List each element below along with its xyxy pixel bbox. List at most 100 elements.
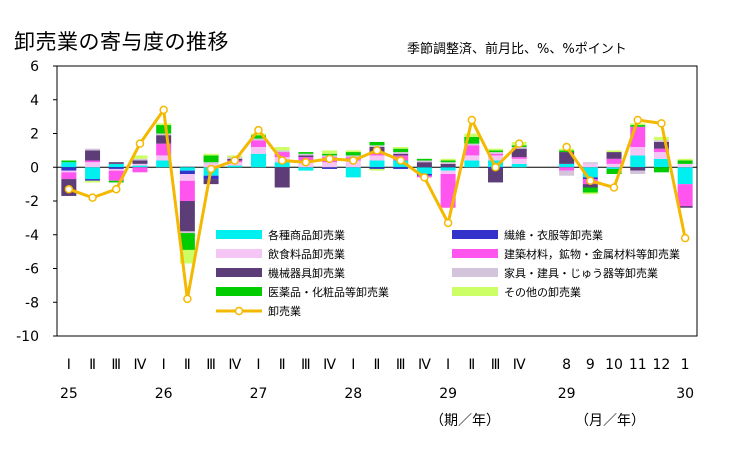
line-point: [206, 164, 216, 174]
legend-swatch: [216, 230, 262, 239]
bar-segment: [677, 158, 693, 161]
line-point: [301, 157, 311, 167]
bar-segment: [630, 147, 646, 156]
bar-layer: [61, 123, 693, 264]
bar-segment: [464, 143, 480, 146]
legend-label: 繊維・衣服等卸売業: [504, 228, 603, 242]
bar-segment: [108, 170, 124, 181]
legend-swatch: [452, 249, 498, 258]
line-point: [277, 156, 287, 165]
bar-segment: [298, 153, 314, 156]
x-tick-label: Ⅱ: [184, 357, 191, 373]
series-line: [565, 118, 687, 239]
bar-segment: [440, 158, 456, 161]
bar-segment: [61, 162, 77, 168]
y-tick-label: -2: [25, 194, 39, 210]
bar-segment: [653, 158, 669, 168]
bar-segment: [416, 167, 432, 174]
x-axis-note-quarterly: （期／年）: [430, 413, 500, 429]
legend-label: 医薬品・化粧品等卸売業: [268, 285, 389, 299]
line-point: [396, 156, 405, 165]
line-point: [657, 119, 666, 128]
legend-label: 卸売業: [268, 304, 301, 318]
line-point: [230, 156, 240, 165]
bar-segment: [488, 168, 504, 183]
bar-segment: [85, 160, 101, 163]
bar-segment: [85, 148, 101, 151]
x-tick-label: Ⅰ: [67, 357, 71, 373]
x-axis-note-monthly: （月／年）: [575, 413, 645, 429]
line-point: [680, 233, 690, 243]
bar-segment: [132, 158, 148, 161]
legend-line-marker: [234, 306, 244, 316]
bar-segment: [416, 160, 432, 163]
bar-segment: [511, 157, 527, 159]
bar-segment: [61, 167, 77, 171]
bar-segment: [464, 133, 480, 137]
y-tick-label: 6: [30, 59, 39, 75]
x-tick-label: Ⅰ: [446, 357, 450, 373]
bar-segment: [440, 160, 456, 163]
bar-segment: [85, 162, 101, 168]
x-year-label: 30: [676, 386, 694, 402]
bar-segment: [630, 155, 646, 168]
bar-segment: [156, 135, 172, 144]
bar-segment: [322, 162, 338, 168]
bar-segment: [108, 180, 124, 183]
bar-segment: [416, 158, 432, 161]
bar-segment: [61, 160, 77, 163]
bar-segment: [156, 123, 172, 126]
bar-segment: [464, 160, 480, 168]
bar-segment: [440, 163, 456, 168]
bar-segment: [345, 150, 361, 153]
bar-segment: [606, 168, 622, 174]
y-tick-label: -6: [25, 262, 39, 278]
line-point: [633, 115, 642, 125]
bar-segment: [369, 167, 385, 169]
bar-segment: [416, 162, 432, 168]
bar-segment: [85, 179, 101, 181]
bar-segment: [511, 148, 527, 158]
bar-segment: [653, 140, 669, 142]
bar-segment: [85, 150, 101, 161]
bar-segment: [582, 192, 598, 195]
line-point: [372, 146, 382, 155]
bar-segment: [322, 150, 338, 154]
bar-segment: [132, 155, 148, 159]
x-tick-label: Ⅲ: [206, 357, 216, 373]
bar-segment: [369, 141, 385, 146]
bar-segment: [606, 158, 622, 164]
legend-swatch: [216, 268, 262, 277]
x-tick-label: Ⅳ: [323, 357, 336, 373]
line-point: [609, 183, 619, 192]
x-tick-label: Ⅳ: [418, 357, 431, 373]
line-point: [514, 139, 524, 148]
line-point: [586, 176, 595, 185]
line-point: [183, 294, 192, 304]
bar-segment: [203, 155, 219, 163]
bar-segment: [156, 133, 172, 136]
bar-segment: [298, 152, 314, 154]
bar-segment: [630, 125, 646, 127]
bar-segment: [606, 163, 622, 168]
bar-segment: [653, 152, 669, 159]
bar-segment: [630, 167, 646, 171]
bar-segment: [559, 167, 575, 171]
bar-segment: [653, 136, 669, 141]
bar-segment: [132, 163, 148, 166]
chart-subtitle: 季節調整済、前月比、%、%ポイント: [407, 42, 627, 57]
bar-segment: [156, 155, 172, 161]
bar-segment: [464, 155, 480, 161]
bar-segment: [179, 233, 195, 250]
legend-swatch: [216, 249, 262, 258]
bar-segment: [274, 152, 290, 158]
bar-segment: [653, 148, 669, 153]
bar-segment: [250, 138, 266, 141]
bar-segment: [630, 170, 646, 174]
bar-segment: [250, 147, 266, 154]
x-tick-label: Ⅲ: [491, 357, 501, 373]
bar-segment: [582, 163, 598, 168]
bar-segment: [179, 231, 195, 234]
bar-segment: [559, 152, 575, 164]
bar-segment: [179, 167, 195, 171]
